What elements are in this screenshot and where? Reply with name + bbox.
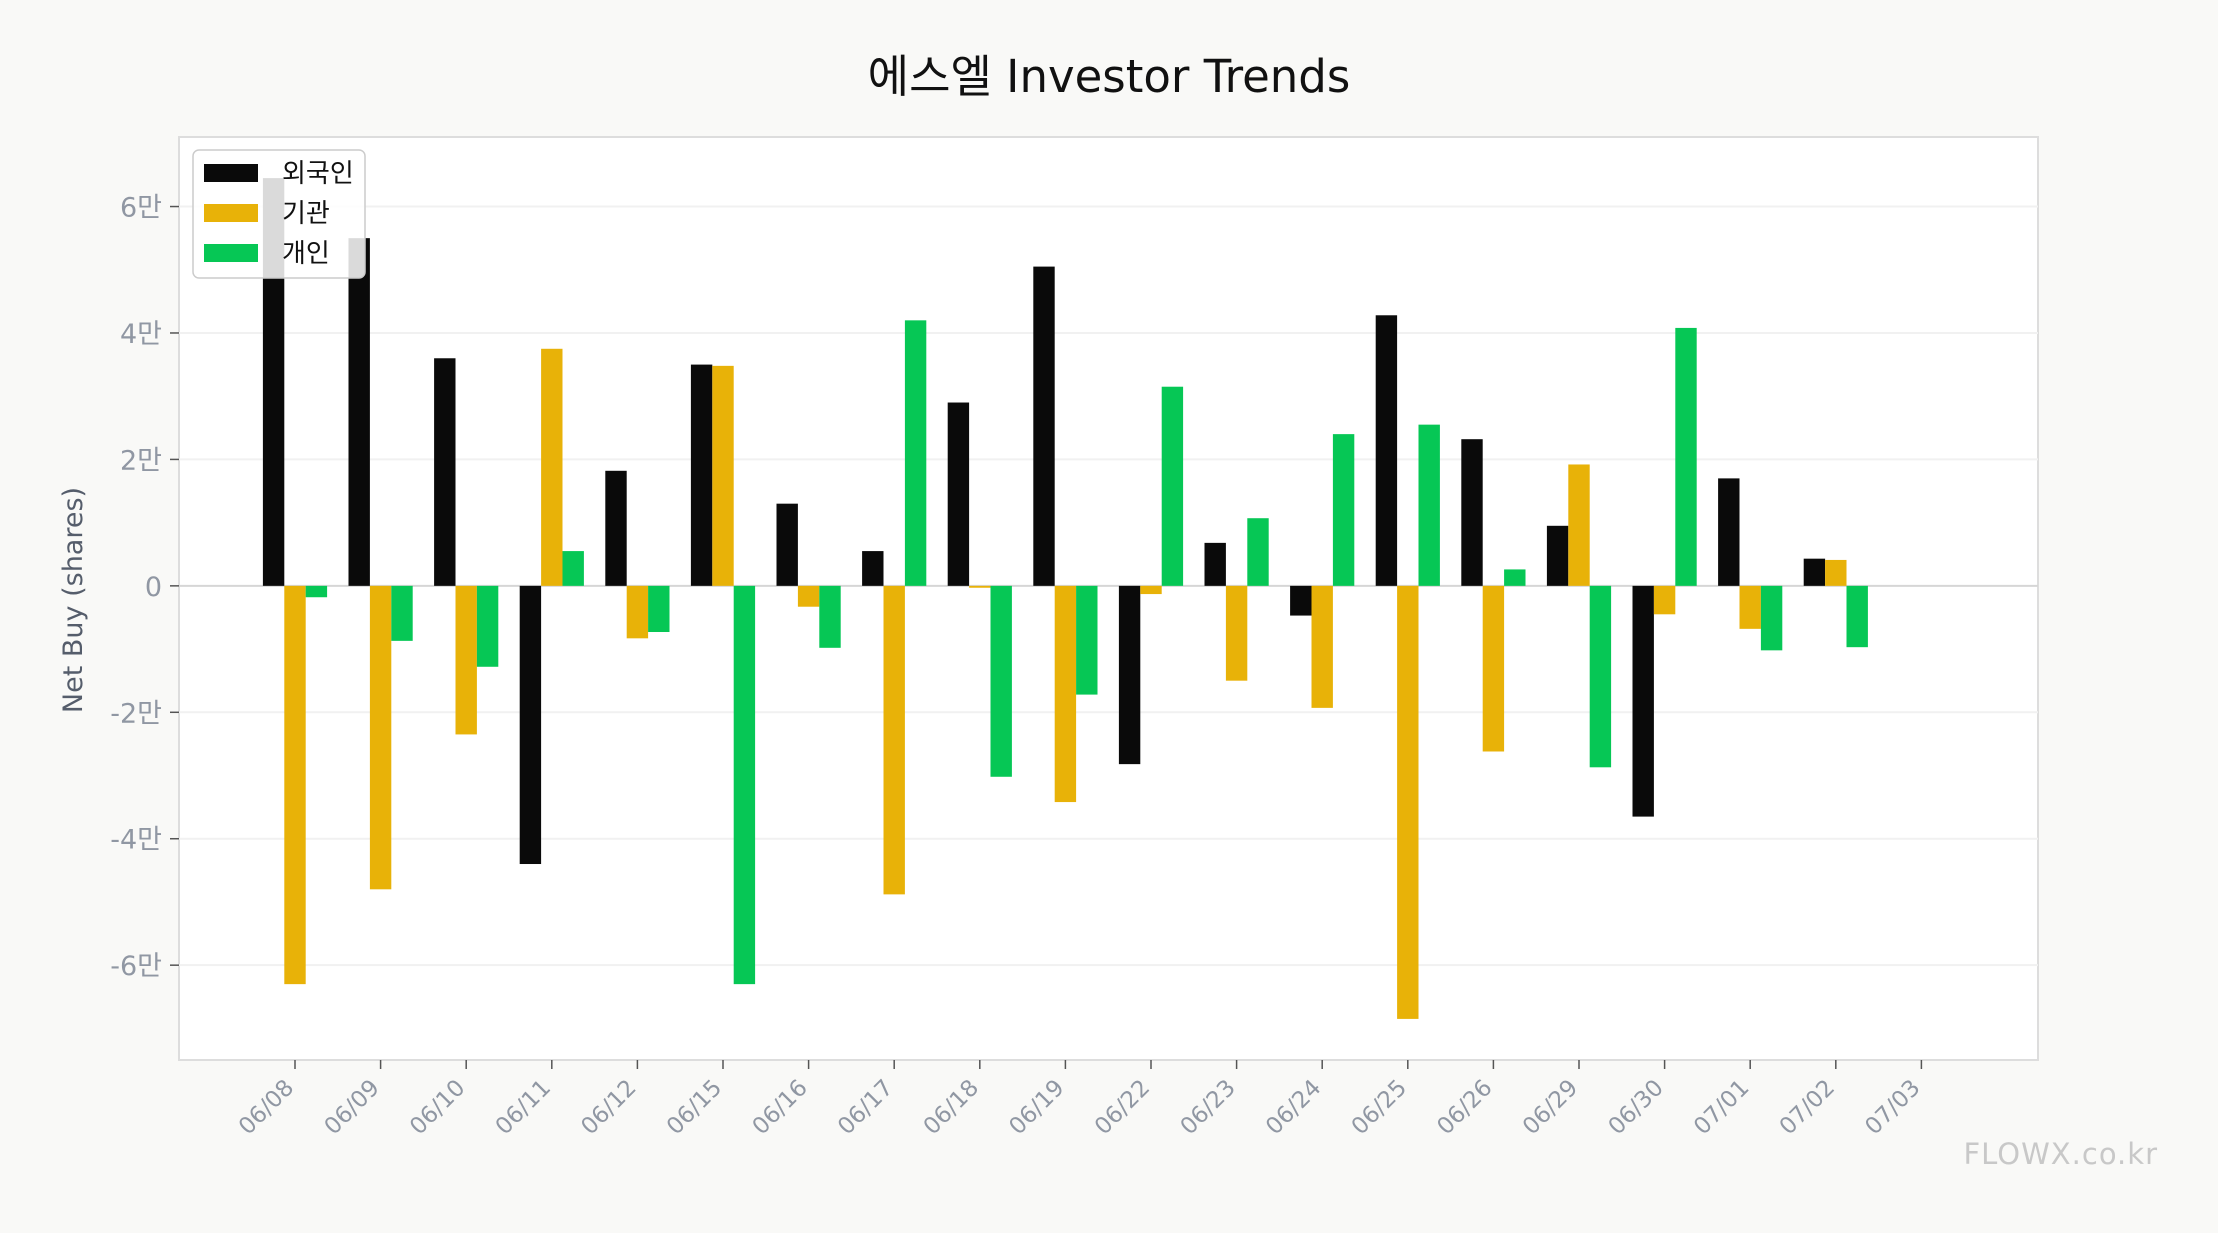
x-tick-label: 06/23 — [1176, 1075, 1241, 1140]
bar-2-06/26 — [1482, 585, 1505, 752]
bar-2-06/18 — [969, 585, 991, 588]
bar-3-06/17 — [904, 320, 927, 586]
x-tick-label: 06/18 — [919, 1075, 984, 1140]
bar-3-07/01 — [1760, 585, 1783, 651]
bar-1-06/15 — [690, 364, 713, 586]
bar-1-06/11 — [519, 585, 542, 865]
y-tick-label: -4만 — [110, 825, 162, 856]
bar-2-06/17 — [883, 585, 905, 895]
bar-1-06/23 — [1204, 542, 1226, 586]
bar-2-06/16 — [797, 585, 820, 607]
bar-3-06/09 — [391, 585, 413, 641]
y-tick-label: 4만 — [120, 319, 162, 350]
watermark: FLOWX.co.kr — [1963, 1137, 2158, 1171]
bar-2-07/02 — [1825, 559, 1847, 586]
bar-3-06/24 — [1332, 434, 1355, 586]
x-tick-label: 07/03 — [1860, 1075, 1925, 1140]
bar-2-06/25 — [1397, 585, 1419, 1019]
bar-2-06/12 — [626, 585, 649, 639]
bar-2-06/10 — [455, 585, 477, 735]
legend-label: 기관 — [282, 199, 330, 229]
x-tick-label: 06/12 — [576, 1075, 641, 1140]
bar-2-06/11 — [541, 348, 563, 586]
bar-3-06/15 — [733, 585, 756, 985]
legend-swatch — [204, 204, 258, 222]
y-tick-label: 6만 — [120, 193, 162, 224]
x-tick-label: 06/29 — [1518, 1075, 1583, 1140]
bar-1-07/02 — [1803, 558, 1826, 586]
bar-2-06/23 — [1225, 585, 1248, 681]
legend-swatch — [204, 164, 258, 182]
bar-3-06/11 — [562, 551, 584, 586]
y-axis-label: Net Buy (shares) — [58, 487, 89, 713]
bar-1-06/19 — [1033, 266, 1055, 586]
bar-1-06/29 — [1546, 525, 1569, 586]
bar-2-06/22 — [1140, 585, 1162, 595]
bar-1-06/25 — [1375, 315, 1398, 586]
bars — [262, 178, 1868, 1019]
bar-3-06/29 — [1589, 585, 1612, 768]
chart-title: 에스엘 Investor Trends — [868, 50, 1351, 103]
bar-1-06/16 — [776, 503, 798, 586]
bar-1-06/18 — [947, 402, 970, 586]
bar-1-06/22 — [1118, 585, 1141, 765]
bar-3-06/22 — [1161, 386, 1184, 586]
x-tick-label: 06/30 — [1604, 1075, 1669, 1140]
bar-2-06/19 — [1054, 585, 1077, 803]
bar-3-06/30 — [1675, 327, 1697, 586]
bar-3-06/10 — [476, 585, 499, 667]
bar-1-06/30 — [1632, 585, 1654, 817]
x-tick-label: 06/24 — [1261, 1075, 1326, 1140]
bar-3-06/16 — [819, 585, 841, 648]
bar-1-06/12 — [605, 470, 627, 586]
bar-1-06/17 — [862, 551, 884, 586]
bar-1-06/26 — [1461, 439, 1483, 586]
bar-1-06/24 — [1290, 585, 1312, 616]
bar-3-06/08 — [305, 585, 328, 598]
x-tick-label: 06/19 — [1004, 1075, 1069, 1140]
y-tick-label: -2만 — [110, 698, 162, 729]
bar-2-06/30 — [1653, 585, 1676, 615]
bar-2-06/15 — [712, 365, 734, 586]
y-tick-label: -6만 — [110, 951, 162, 982]
x-tick-label: 06/09 — [320, 1075, 385, 1140]
x-tick-label: 06/17 — [833, 1075, 898, 1140]
x-tick-label: 07/02 — [1775, 1075, 1840, 1140]
bar-3-07/02 — [1846, 585, 1868, 648]
bar-3-06/18 — [990, 585, 1012, 777]
bar-2-06/24 — [1311, 585, 1333, 708]
y-tick-label: 0 — [145, 572, 162, 603]
bar-1-06/09 — [348, 238, 370, 586]
bar-3-06/26 — [1504, 569, 1526, 586]
x-tick-label: 07/01 — [1689, 1075, 1754, 1140]
x-tick-label: 06/26 — [1432, 1075, 1497, 1140]
grid-lines — [179, 205, 2038, 967]
bar-2-06/08 — [284, 585, 306, 985]
x-tick-label: 06/08 — [234, 1075, 299, 1140]
bar-2-06/09 — [369, 585, 392, 890]
bar-3-06/23 — [1247, 518, 1269, 586]
bar-1-07/01 — [1718, 478, 1740, 586]
y-tick-label: 2만 — [120, 445, 162, 476]
x-tick-label: 06/11 — [491, 1075, 556, 1140]
bar-2-06/29 — [1568, 464, 1590, 586]
bar-2-07/01 — [1739, 585, 1761, 629]
bar-1-06/10 — [434, 358, 456, 586]
bar-3-06/12 — [648, 585, 670, 633]
x-tick-label: 06/22 — [1090, 1075, 1155, 1140]
x-tick-label: 06/25 — [1347, 1075, 1412, 1140]
legend-label: 외국인 — [282, 159, 354, 189]
x-tick-label: 06/10 — [405, 1075, 470, 1140]
legend-label: 개인 — [282, 239, 330, 269]
bar-1-06/08 — [262, 178, 285, 586]
x-tick-label: 06/15 — [662, 1075, 727, 1140]
bar-3-06/25 — [1418, 424, 1440, 586]
bar-3-06/19 — [1076, 585, 1098, 695]
legend-swatch — [204, 244, 258, 262]
x-tick-label: 06/16 — [748, 1075, 813, 1140]
